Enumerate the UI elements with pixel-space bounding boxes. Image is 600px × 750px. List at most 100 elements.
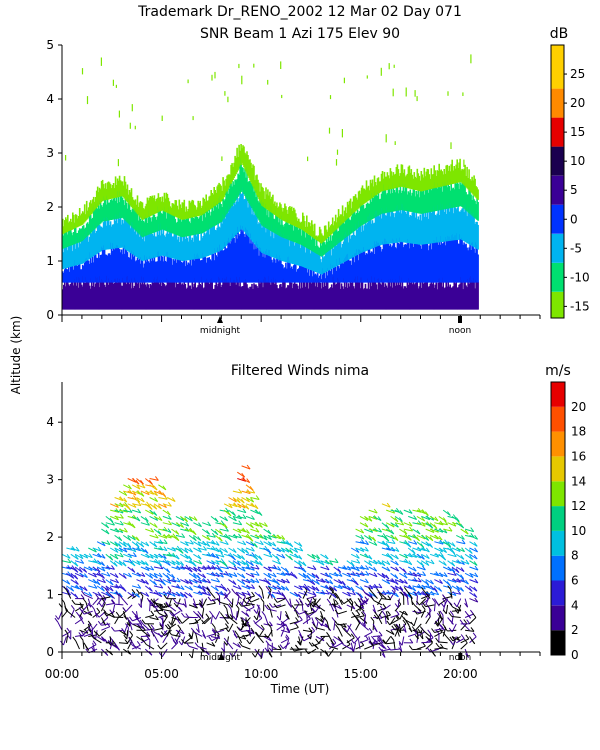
snr-band-cell xyxy=(302,260,304,283)
snr-band-cell xyxy=(431,183,434,212)
wind-barb xyxy=(420,598,429,606)
wind-barb-flag xyxy=(246,590,251,596)
snr-band-cell xyxy=(71,232,73,246)
snr-band-cell xyxy=(176,283,179,310)
snr-band-cell xyxy=(340,214,343,225)
snr-band-cell xyxy=(208,234,210,256)
wind-barb-flag xyxy=(185,521,190,527)
wind-barb-flag xyxy=(96,607,101,613)
snr-band-cell xyxy=(148,288,151,310)
wind-barb-flag xyxy=(185,613,190,618)
snr-band-cell xyxy=(384,189,387,214)
snr-band-cell xyxy=(256,190,258,217)
snr-band-cell xyxy=(337,209,340,228)
snr-band-cell xyxy=(345,213,348,220)
snr-band-cell xyxy=(359,249,362,283)
snr-band-cell xyxy=(192,200,195,218)
snr-band-cell xyxy=(338,238,341,265)
wind-barb xyxy=(237,566,246,572)
snr-band-cell xyxy=(119,278,122,310)
snr-band-cell xyxy=(124,198,127,221)
wind-barb xyxy=(61,566,71,570)
wind-barb xyxy=(226,641,234,650)
wind-barb-flag xyxy=(188,516,193,522)
wind-barb-flag xyxy=(394,536,399,541)
snr-band-cell xyxy=(65,229,67,248)
wind-barb xyxy=(142,623,150,631)
snr-band-cell xyxy=(453,166,455,184)
wind-barb-flag xyxy=(409,526,414,532)
wind-barb-flag xyxy=(356,558,361,564)
wind-barb xyxy=(424,591,431,599)
snr-band-cell xyxy=(89,252,92,283)
wind-barb-flag xyxy=(159,577,164,583)
wind-barb-flag xyxy=(386,645,391,651)
wind-barb-flag xyxy=(341,625,346,631)
wind-barb-flag xyxy=(136,516,141,522)
wind-barb-flag xyxy=(379,639,384,644)
wind-barb xyxy=(197,623,200,633)
wind-barb xyxy=(361,624,370,631)
snr-band-cell xyxy=(88,202,91,217)
snr-band-cell xyxy=(242,167,244,193)
wind-barb-flag xyxy=(201,619,205,625)
wind-barb-flag xyxy=(391,539,396,544)
wind-barb xyxy=(121,597,129,606)
wind-barb xyxy=(131,515,141,522)
snr-scatter-echo xyxy=(242,152,244,157)
snr-band-cell xyxy=(138,257,141,283)
snr-band-cell xyxy=(382,190,385,214)
wind-barb xyxy=(70,609,75,618)
snr-band-cell xyxy=(205,232,207,257)
snr-scatter-echo xyxy=(281,94,283,99)
wind-barb xyxy=(310,630,313,640)
wind-barb-flag xyxy=(154,589,159,595)
snr-band-cell xyxy=(227,174,229,190)
snr-band-cell xyxy=(304,245,306,268)
snr-band-cell xyxy=(328,240,331,251)
snr-band-cell xyxy=(201,237,203,259)
wind-barb xyxy=(272,604,282,608)
snr-band-cell xyxy=(76,233,79,244)
wind-barb xyxy=(175,566,185,570)
snr-band-cell xyxy=(166,278,169,310)
wind-barb xyxy=(161,629,168,638)
snr-band-cell xyxy=(380,173,383,192)
snr-band-cell xyxy=(297,269,299,283)
wind-barb xyxy=(443,585,453,589)
wind-barb-flag xyxy=(207,591,212,596)
snr-band-cell xyxy=(301,277,303,310)
wind-barb-flag xyxy=(306,586,311,592)
wind-barb xyxy=(210,547,220,553)
snr-band-cell xyxy=(126,184,129,203)
snr-band-cell xyxy=(294,259,296,283)
wind-x-tick-label: 10:00 xyxy=(244,667,279,681)
wind-barb-flag xyxy=(368,554,373,560)
wind-barb-flag xyxy=(232,511,236,517)
wind-barb xyxy=(385,522,395,528)
wind-barb-flag xyxy=(425,580,430,586)
snr-band-cell xyxy=(234,204,236,237)
wind-barb xyxy=(438,560,447,566)
wind-barb-flag xyxy=(150,565,155,571)
snr-band-cell xyxy=(443,239,445,283)
snr-band-cell xyxy=(422,177,425,191)
wind-barb-flag xyxy=(123,615,128,620)
snr-band-cell xyxy=(410,195,413,212)
wind-barb-flag xyxy=(465,579,469,585)
snr-band-cell xyxy=(180,284,183,310)
snr-band-cell xyxy=(456,207,458,240)
wind-barb xyxy=(408,591,417,597)
wind-barb xyxy=(245,490,255,494)
wind-barb-flag xyxy=(154,558,159,564)
snr-band-cell xyxy=(356,199,359,210)
wind-barb-flag xyxy=(415,600,420,606)
snr-band-cell xyxy=(251,214,253,241)
wind-barb-flag xyxy=(165,601,170,607)
snr-band-cell xyxy=(104,286,107,310)
snr-band-cell xyxy=(457,287,459,310)
wind-barb xyxy=(399,572,408,579)
wind-barb-flag xyxy=(407,593,412,599)
snr-band-cell xyxy=(246,196,248,235)
snr-band-cell xyxy=(348,260,351,283)
